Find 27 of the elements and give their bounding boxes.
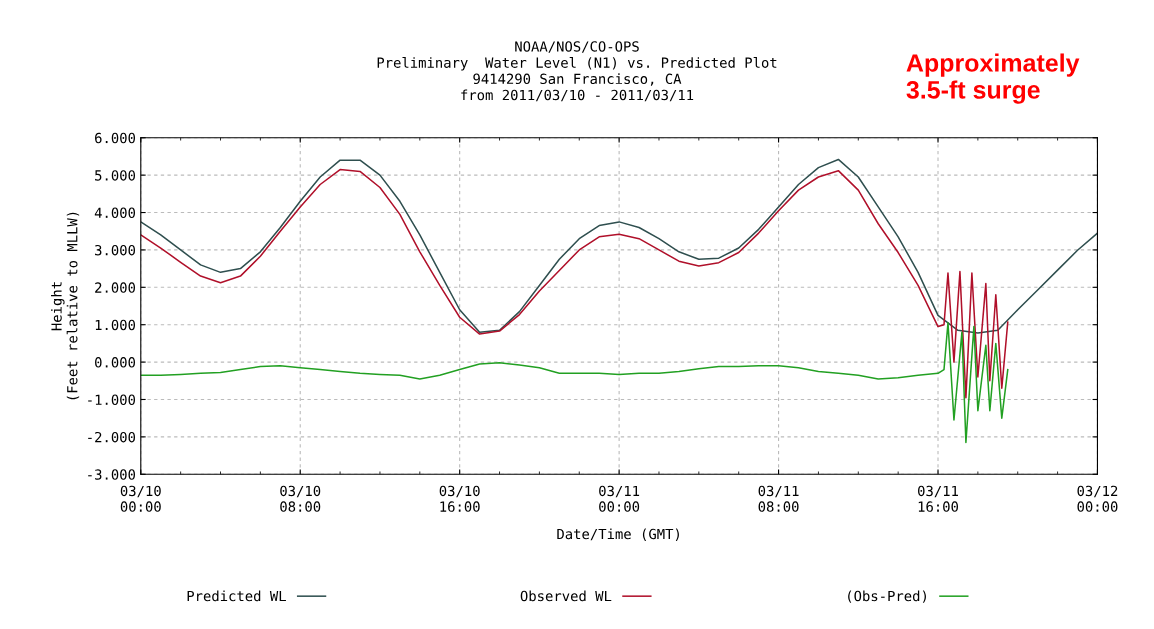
legend-label: Observed WL xyxy=(520,590,612,602)
x-tick-label: 03/11 16:00 xyxy=(918,485,959,512)
x-tick-label: 03/11 00:00 xyxy=(599,485,640,512)
line-series xyxy=(140,158,1098,334)
y-tick-label: -2.000 xyxy=(88,431,136,443)
y-tick-label: 2.000 xyxy=(95,282,136,293)
x-tick-label: 03/10 08:00 xyxy=(280,485,321,512)
y-tick-label: 3.000 xyxy=(95,244,136,256)
y-tick-label: 5.000 xyxy=(95,170,136,181)
x-tick-label: 03/10 00:00 xyxy=(120,485,161,512)
x-tick-label: 03/10 16:00 xyxy=(439,485,480,512)
y-tick-label: 0.000 xyxy=(95,357,136,368)
x-tick-label: 03/11 08:00 xyxy=(758,485,799,512)
legend-label: Predicted WL xyxy=(187,590,286,602)
legend-label: (Obs-Pred) xyxy=(848,590,926,603)
line-series xyxy=(140,322,1009,444)
y-tick-label: -3.000 xyxy=(88,469,136,480)
y-tick-label: -1.000 xyxy=(88,394,136,405)
y-tick-label: 6.000 xyxy=(95,132,136,144)
x-axis-title: Date/Time (GMT) xyxy=(557,528,679,541)
chart-title: NOAA/NOS/CO-OPS Preliminary Water Level (N1) vs. Predicted Plot 9414290 San Francisco, CA from 2011/03/10 - 2011/03/11 xyxy=(377,41,777,102)
y-tick-label: 1.000 xyxy=(95,319,136,331)
line-series xyxy=(140,168,1009,399)
y-axis-title: Height (Feet relative to MLLW) xyxy=(51,212,80,400)
text: Approximately 3.5-ft surge xyxy=(906,53,1080,104)
y-tick-label: 4.000 xyxy=(94,207,136,219)
x-tick-label: 03/12 00:00 xyxy=(1077,485,1118,512)
